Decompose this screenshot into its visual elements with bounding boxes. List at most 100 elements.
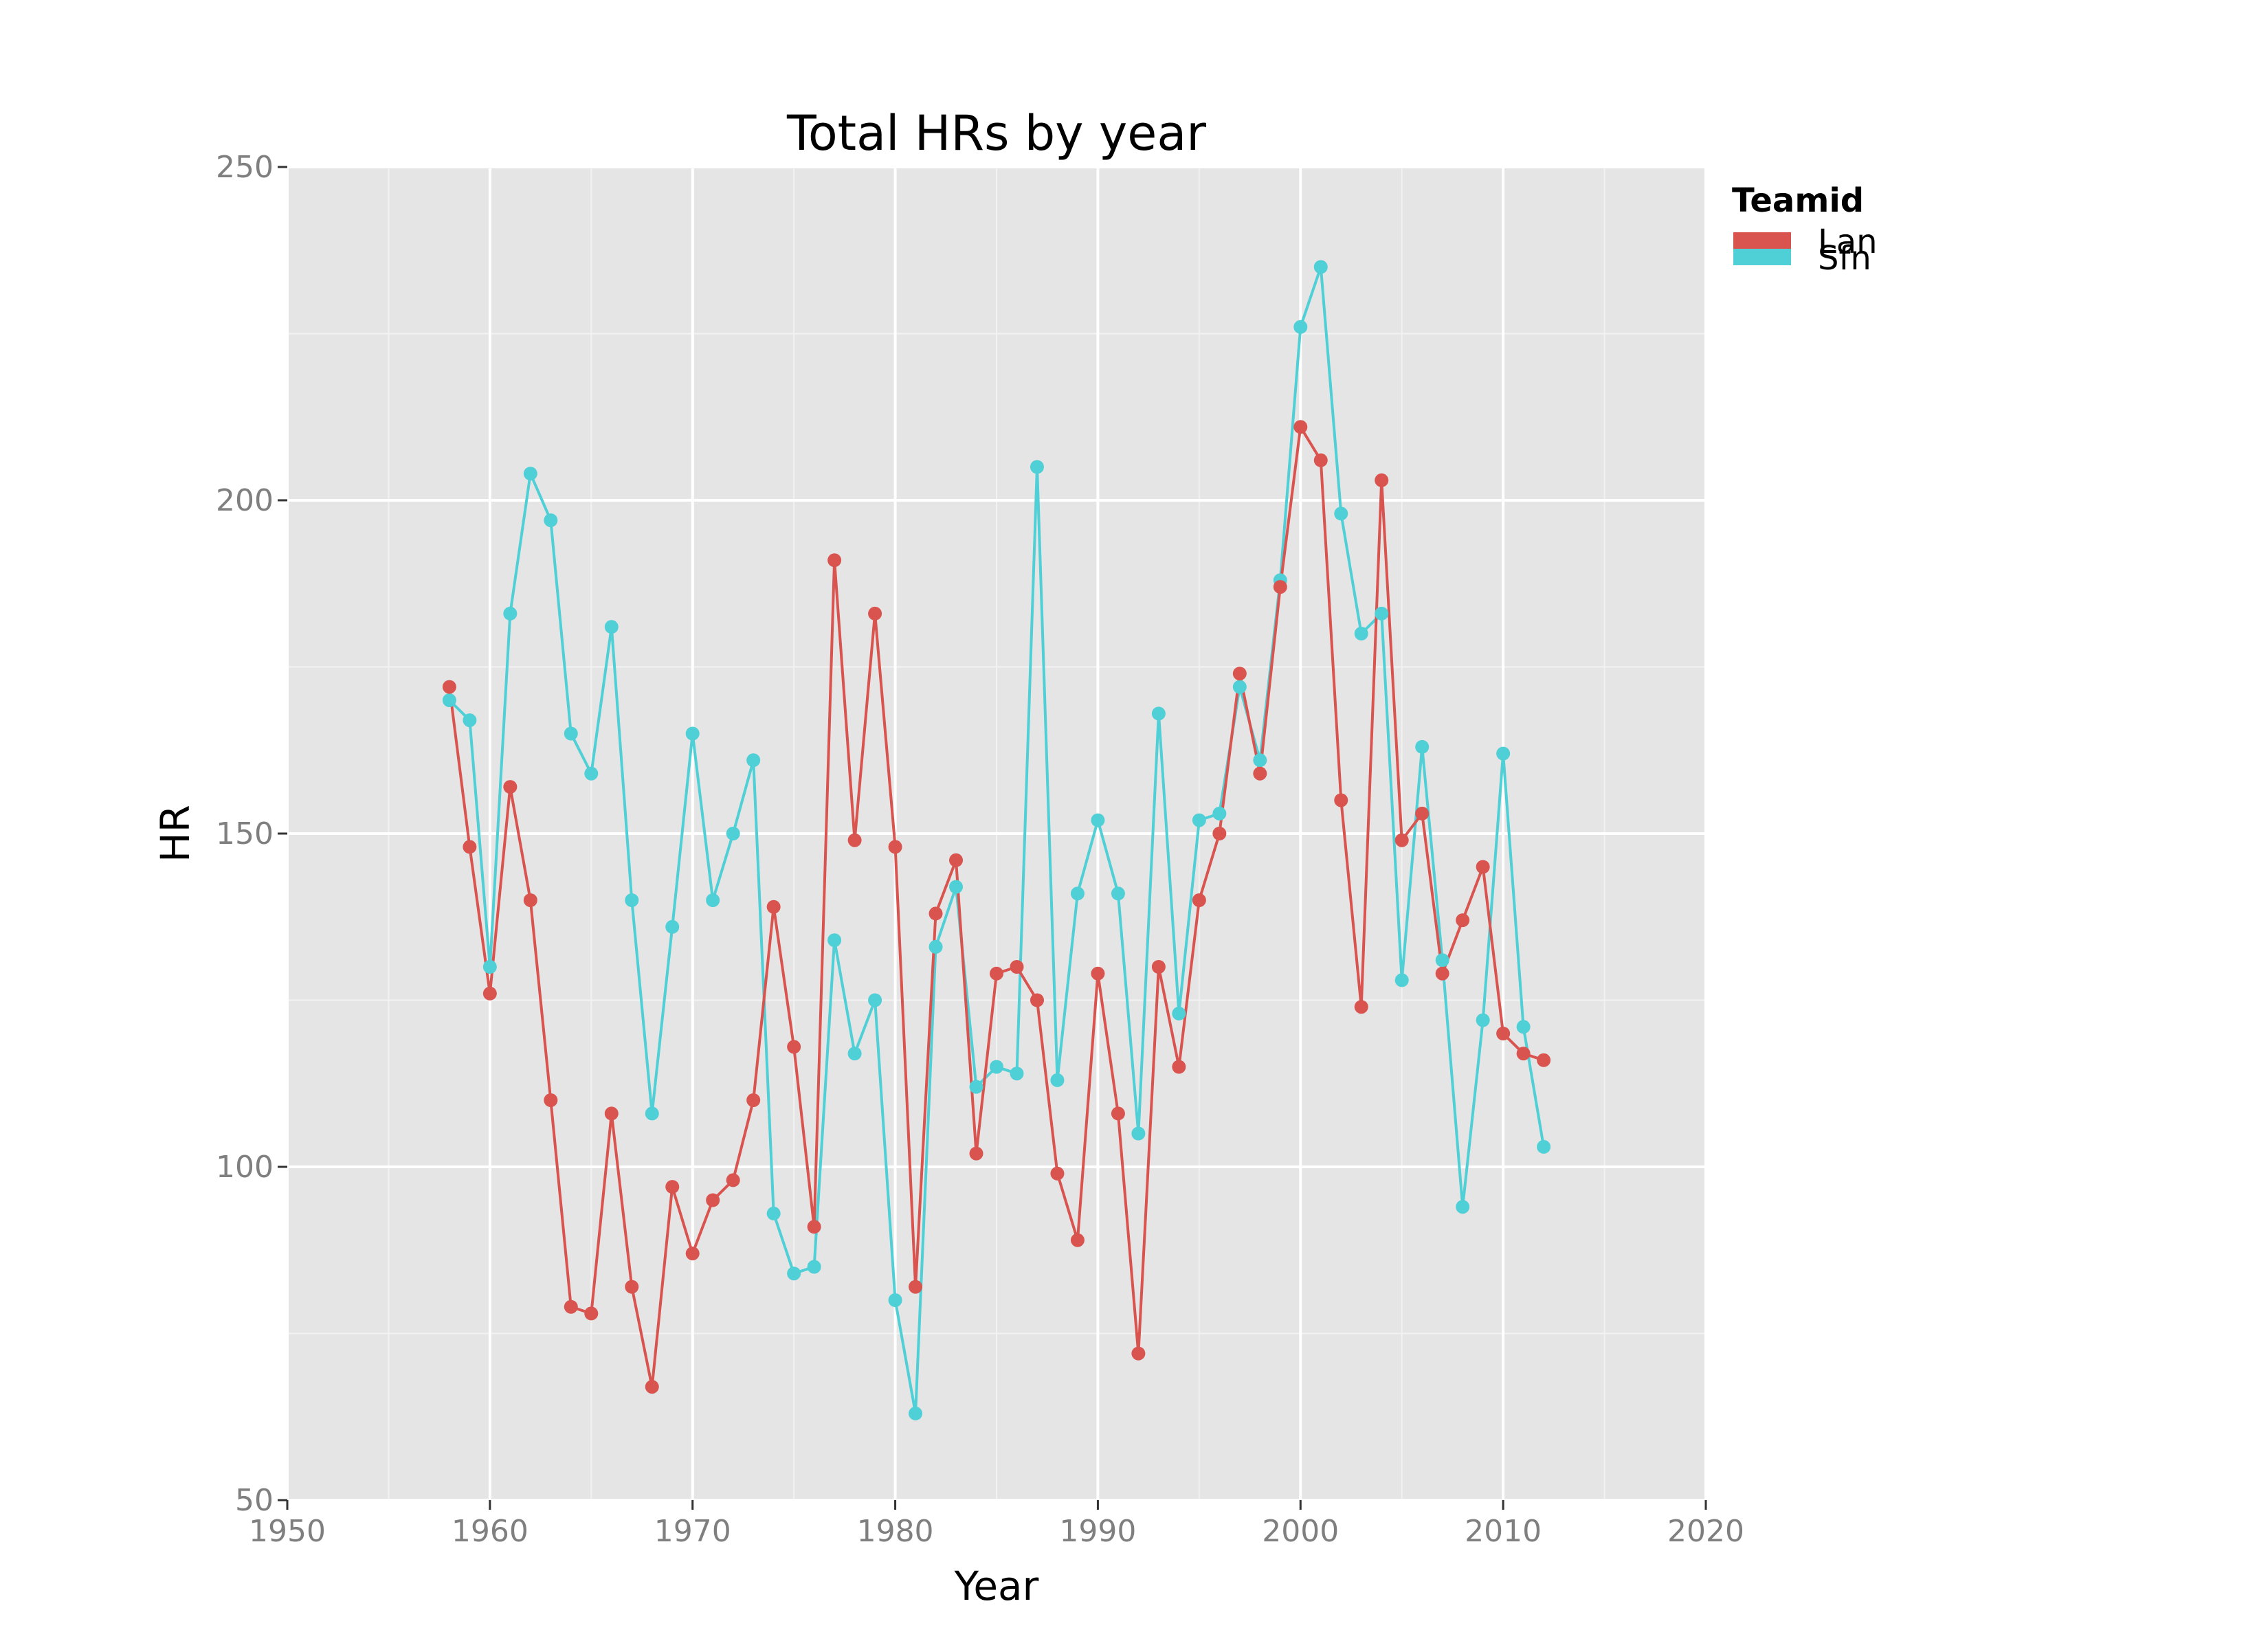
data-point <box>463 713 477 728</box>
data-point <box>1010 960 1024 974</box>
data-point <box>787 1040 801 1054</box>
data-point <box>1172 1060 1186 1074</box>
data-point <box>766 900 781 914</box>
data-point <box>523 467 537 481</box>
data-point <box>645 1106 659 1121</box>
data-point <box>1151 960 1166 974</box>
data-point <box>1334 506 1348 521</box>
data-point <box>990 1060 1003 1074</box>
data-point <box>463 840 477 854</box>
data-point <box>1496 1027 1511 1040</box>
data-point <box>868 993 882 1007</box>
data-point <box>1253 766 1267 781</box>
data-point <box>1050 1073 1065 1087</box>
data-point <box>1394 973 1409 987</box>
data-point <box>564 726 578 741</box>
data-point <box>1354 1000 1368 1014</box>
data-point <box>969 1146 983 1161</box>
data-point <box>584 1306 599 1321</box>
legend-title: Teamid <box>1732 181 1864 220</box>
data-point <box>1192 893 1206 907</box>
data-point <box>1415 739 1430 754</box>
chart-title: Total HRs by year <box>786 105 1206 161</box>
data-point <box>604 620 619 634</box>
data-point <box>1516 1047 1531 1061</box>
data-point <box>1293 320 1308 334</box>
data-point <box>503 606 518 621</box>
data-point <box>1293 420 1308 434</box>
x-tick-label: 1960 <box>452 1514 529 1549</box>
data-point <box>1091 813 1105 827</box>
series-layer <box>442 260 1551 1420</box>
data-point <box>909 1280 923 1294</box>
data-point <box>1030 993 1044 1007</box>
data-point <box>949 880 964 894</box>
legend-key <box>1733 249 1791 265</box>
data-point <box>746 1093 761 1107</box>
data-point <box>1111 886 1125 901</box>
data-point <box>665 919 680 934</box>
data-point <box>1394 833 1409 847</box>
data-point <box>625 1280 639 1294</box>
data-point <box>990 966 1003 981</box>
data-point <box>1111 1106 1125 1121</box>
data-point <box>645 1380 659 1394</box>
data-point <box>1010 1067 1024 1081</box>
data-point <box>1537 1139 1551 1154</box>
data-point <box>625 893 639 907</box>
data-point <box>1354 627 1368 640</box>
axes: 1950 1960 1970 1980 1990 2000 2010 2020 50 100 150… <box>216 150 1744 1549</box>
data-point <box>949 853 964 867</box>
data-point <box>665 1180 680 1194</box>
data-point <box>564 1299 578 1314</box>
data-point <box>1313 453 1328 467</box>
data-point <box>1212 827 1227 840</box>
x-tick-label: 2000 <box>1262 1514 1339 1549</box>
x-tick-label: 2020 <box>1667 1514 1744 1549</box>
data-point <box>1476 1013 1490 1027</box>
data-point <box>1131 1126 1146 1141</box>
x-tick-label: 2010 <box>1465 1514 1542 1549</box>
data-point <box>1496 746 1511 761</box>
x-tick-label: 1980 <box>857 1514 934 1549</box>
y-tick-label: 50 <box>235 1483 274 1518</box>
data-point <box>929 939 943 954</box>
data-point <box>888 1293 902 1307</box>
data-point <box>442 693 456 707</box>
data-point <box>482 960 497 974</box>
series-points-sfn <box>442 260 1551 1420</box>
data-point <box>909 1406 923 1420</box>
series-points-lan <box>442 420 1551 1394</box>
data-point <box>1435 966 1449 981</box>
y-axis-title: HR <box>152 805 199 862</box>
data-point <box>1435 953 1449 968</box>
x-tick-label: 1970 <box>654 1514 731 1549</box>
data-point <box>1151 706 1166 721</box>
data-point <box>1334 793 1348 807</box>
data-point <box>807 1220 821 1234</box>
legend-key <box>1733 232 1791 249</box>
data-point <box>766 1206 781 1220</box>
data-point <box>685 726 700 741</box>
data-point <box>969 1080 983 1094</box>
data-point <box>523 893 537 907</box>
data-point <box>726 827 740 840</box>
data-point <box>1375 606 1389 621</box>
data-point <box>1232 680 1247 694</box>
x-tick-label: 1950 <box>249 1514 326 1549</box>
y-tick-label: 250 <box>216 150 274 185</box>
data-point <box>1313 260 1328 274</box>
data-point <box>584 766 599 781</box>
data-point <box>685 1247 700 1261</box>
data-point <box>1516 1020 1531 1034</box>
data-point <box>807 1260 821 1274</box>
data-point <box>1172 1006 1186 1020</box>
data-point <box>1537 1053 1551 1067</box>
data-point <box>868 606 882 621</box>
y-tick-label: 200 <box>216 483 274 518</box>
data-point <box>604 1106 619 1121</box>
data-point <box>847 833 862 847</box>
